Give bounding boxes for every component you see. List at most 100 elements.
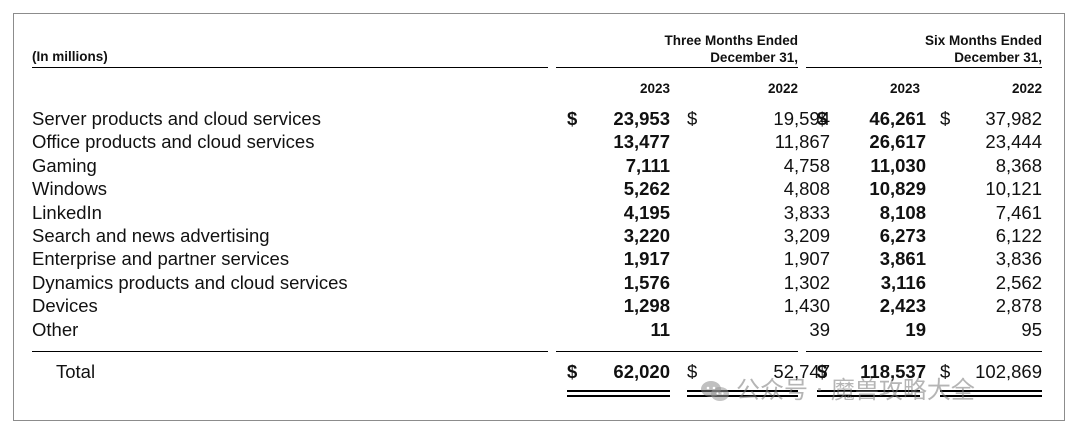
row-label: Other: [32, 318, 79, 340]
value-cell: 1,907: [783, 248, 830, 270]
value-cell: 3,220: [623, 225, 670, 246]
table-row: Gaming 7,111 4,758 11,030 8,368: [32, 154, 1052, 177]
value-cell: 19,594: [773, 108, 830, 129]
value-cell: 95: [1021, 318, 1042, 340]
six-months-header: Six Months Ended December 31,: [810, 32, 1042, 66]
value-cell: 23,444: [985, 131, 1042, 153]
value-cell: 37,982: [985, 108, 1042, 129]
value-cell: 10,829: [869, 178, 926, 200]
year-header-3: 2023: [889, 81, 920, 96]
row-label: Search and news advertising: [32, 225, 270, 246]
value-cell: 4,758: [783, 154, 830, 176]
value-cell: 4,195: [623, 201, 670, 223]
wechat-icon: [701, 381, 729, 401]
currency-symbol: $: [817, 361, 828, 382]
value-cell: 8,368: [995, 154, 1042, 176]
table-row: Enterprise and partner services 1,917 1,90…: [32, 247, 1052, 270]
header-rule-left: [32, 67, 548, 68]
double-underline-1b: [567, 395, 670, 397]
value-cell: 13,477: [613, 131, 670, 153]
value-cell: 10,121: [985, 178, 1042, 200]
value-cell: 102,869: [975, 361, 1042, 382]
year-header-4: 2022: [1011, 81, 1042, 96]
value-cell: 3,836: [995, 248, 1042, 270]
three-months-header-line1: Three Months Ended: [664, 33, 798, 48]
table-frame: [13, 13, 1065, 421]
row-label: Server products and cloud services: [32, 108, 321, 129]
value-cell: 11,030: [870, 154, 926, 176]
value-cell: 1,430: [783, 295, 830, 317]
value-cell: 52,747: [773, 361, 830, 382]
value-cell: 6,273: [879, 225, 926, 246]
currency-symbol: $: [687, 108, 698, 129]
double-underline-1a: [567, 390, 670, 392]
total-label: Total: [56, 361, 96, 382]
row-label: Enterprise and partner services: [32, 248, 290, 270]
units-label: (In millions): [32, 49, 108, 64]
double-underline-2b: [687, 395, 798, 397]
value-cell: 8,108: [879, 201, 926, 223]
currency-symbol: $: [940, 361, 951, 382]
value-cell: 3,861: [879, 248, 926, 270]
value-cell: 3,209: [783, 225, 830, 246]
total-row: Total $ $ $ $62,020 52,747 118,537 102,869: [32, 360, 1052, 383]
value-cell: 46,261: [869, 108, 926, 129]
value-cell: 2,878: [995, 295, 1042, 317]
subtotal-rule-three-months: [556, 351, 798, 352]
currency-symbol: $: [940, 108, 951, 129]
value-cell: 19: [905, 318, 926, 340]
double-underline-4b: [940, 395, 1042, 397]
value-cell: 1,298: [623, 295, 670, 317]
value-cell: 7,461: [995, 201, 1042, 223]
double-underline-3b: [817, 395, 920, 397]
table-row: Office products and cloud services 13,477…: [32, 130, 1052, 153]
value-cell: 4,808: [783, 178, 830, 200]
currency-symbol: $: [567, 108, 578, 129]
year-header-2: 2022: [767, 81, 798, 96]
header-rule-three-months: [556, 67, 798, 68]
value-cell: 118,537: [860, 361, 926, 382]
currency-symbol: $: [817, 108, 828, 129]
table-row: Server products and cloud services $ $ $ $23…: [32, 107, 1052, 130]
value-cell: 2,423: [879, 295, 926, 317]
table-row: LinkedIn 4,195 3,833 8,108 7,461: [32, 201, 1052, 224]
subtotal-rule-six-months: [806, 351, 1042, 352]
double-underline-3a: [817, 390, 920, 392]
value-cell: 39: [809, 318, 830, 340]
value-cell: 2,562: [995, 271, 1042, 293]
three-months-header-line2: December 31,: [710, 50, 798, 65]
value-cell: 26,617: [869, 131, 926, 153]
value-cell: 3,116: [880, 271, 926, 293]
value-cell: 7,111: [625, 154, 670, 176]
value-cell: 11: [650, 318, 670, 340]
value-cell: 5,262: [623, 178, 670, 200]
value-cell: 3,833: [783, 201, 830, 223]
three-months-header: Three Months Ended December 31,: [560, 32, 798, 66]
watermark: 公众号 · 魔兽攻略大全: [700, 372, 1050, 408]
table-row: Devices 1,298 1,430 2,423 2,878: [32, 294, 1052, 317]
value-cell: 62,020: [613, 361, 670, 382]
currency-symbol: $: [687, 361, 698, 382]
value-cell: 1,576: [623, 271, 670, 293]
currency-symbol: $: [567, 361, 578, 382]
six-months-header-line1: Six Months Ended: [924, 33, 1042, 48]
table-row: Other 11 39 19 95: [32, 318, 1052, 341]
year-header-1: 2023: [639, 81, 670, 96]
table-row: Search and news advertising 3,220 3,209 6,2…: [32, 224, 1052, 247]
value-cell: 1,302: [783, 271, 830, 293]
value-cell: 1,917: [623, 248, 670, 270]
row-label: Windows: [32, 178, 108, 200]
row-label: Office products and cloud services: [32, 131, 315, 153]
table-row: Windows 5,262 4,808 10,829 10,121: [32, 177, 1052, 200]
header-rule-six-months: [806, 67, 1042, 68]
value-cell: 11,867: [774, 131, 830, 153]
value-cell: 23,953: [613, 108, 670, 129]
row-label: LinkedIn: [32, 201, 102, 223]
double-underline-2a: [687, 390, 798, 392]
six-months-header-line2: December 31,: [954, 50, 1042, 65]
row-label: Devices: [32, 295, 98, 317]
subtotal-rule-left: [32, 351, 548, 352]
table-row: Dynamics products and cloud services 1,57…: [32, 271, 1052, 294]
row-label: Dynamics products and cloud services: [32, 271, 348, 293]
row-label: Gaming: [32, 154, 97, 176]
